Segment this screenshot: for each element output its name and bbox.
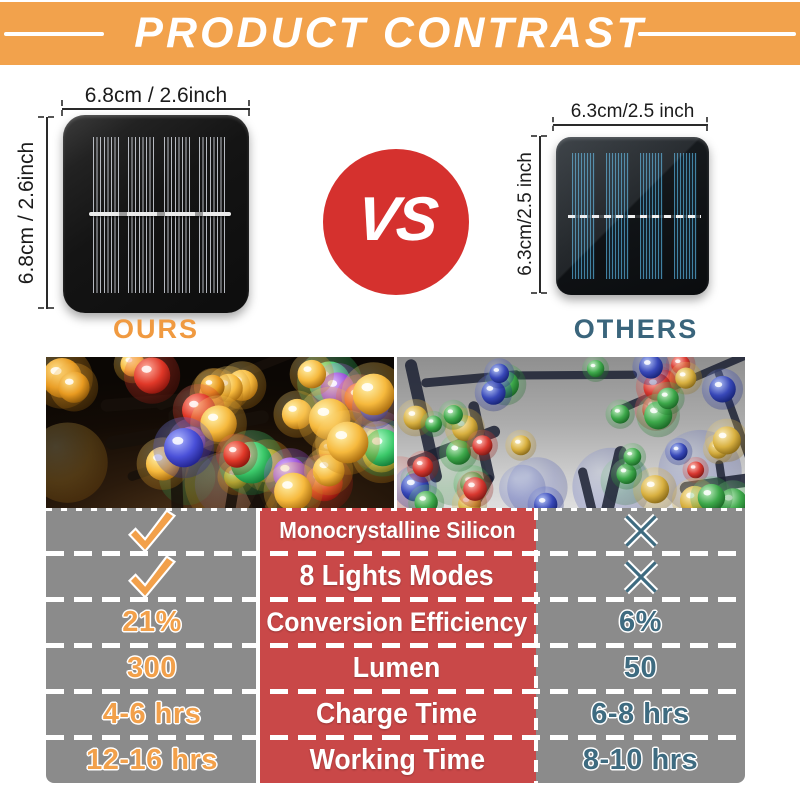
table-cell-ours: 12-16 hrs — [46, 737, 258, 783]
others-height-dimension-line — [539, 136, 541, 293]
others-string-lights-photo — [397, 357, 745, 508]
table-cell-others — [536, 553, 745, 600]
vs-badge: VS — [323, 149, 469, 295]
feature-label: Lumen — [353, 651, 441, 684]
table-cell-others: 6% — [536, 599, 745, 646]
table-cell-feature: Lumen — [258, 645, 536, 692]
banner-rule-left — [4, 32, 104, 36]
table-cell-others: 8-10 hrs — [536, 737, 745, 783]
dimension-tick — [61, 100, 63, 116]
table-cell-ours: 300 — [46, 645, 258, 692]
ours-value: 4-6 hrs — [102, 697, 202, 730]
table-cell-others: 50 — [536, 645, 745, 692]
panel-reflection — [556, 137, 709, 295]
page-title: PRODUCT CONTRAST — [134, 9, 646, 57]
table-cell-others — [536, 508, 745, 554]
ours-solar-panel-illustration — [63, 115, 249, 313]
cross-icon — [623, 513, 658, 549]
vs-label: VS — [353, 184, 440, 254]
ours-height-dimension-label: 6.8cm / 2.6inch — [15, 141, 38, 285]
banner-rule-right — [638, 32, 796, 36]
others-lights-artwork — [397, 357, 745, 508]
cross-icon — [623, 559, 658, 594]
header-banner: PRODUCT CONTRAST — [0, 2, 800, 65]
dimension-tick — [248, 100, 250, 116]
others-value: 6% — [619, 606, 662, 639]
ours-string-lights-photo — [46, 357, 394, 508]
others-width-dimension-label: 6.3cm/2.5 inch — [570, 101, 695, 122]
others-label: OTHERS — [573, 314, 699, 344]
feature-label: Charge Time — [316, 697, 478, 730]
table-cell-others: 6-8 hrs — [536, 691, 745, 738]
ours-lights-artwork — [46, 357, 394, 508]
feature-label: Monocrystalline Silicon — [278, 517, 516, 544]
feature-label: Working Time — [309, 743, 485, 776]
others-value: 8-10 hrs — [582, 743, 699, 776]
ours-height-dimension-line — [46, 117, 48, 309]
solar-busbar — [568, 214, 701, 218]
table-cell-ours: 21% — [46, 599, 258, 646]
solar-busbar — [89, 212, 231, 216]
feature-label: Conversion Efficiency — [266, 607, 528, 638]
others-value: 6-8 hrs — [591, 697, 690, 730]
others-width-dimension-line — [553, 124, 708, 126]
dimension-tick — [531, 135, 547, 137]
table-cell-feature: Monocrystalline Silicon — [258, 508, 536, 554]
table-cell-feature: Charge Time — [258, 691, 536, 738]
table-cell-feature: Conversion Efficiency — [258, 599, 536, 646]
ours-width-dimension-label: 6.8cm / 2.6inch — [84, 84, 228, 107]
ours-label: OURS — [112, 314, 199, 344]
table-cell-feature: 8 Lights Modes — [258, 553, 536, 600]
dimension-tick — [38, 116, 54, 118]
ours-value: 12-16 hrs — [86, 743, 218, 776]
others-value: 50 — [623, 651, 658, 684]
dimension-tick — [706, 117, 708, 131]
check-icon — [127, 555, 177, 600]
ours-value: 21% — [122, 606, 182, 639]
table-cell-feature: Working Time — [258, 737, 536, 783]
table-cell-ours — [46, 553, 258, 600]
others-solar-panel-illustration — [556, 137, 709, 295]
table-cell-ours — [46, 508, 258, 554]
feature-label: 8 Lights Modes — [299, 560, 495, 593]
others-height-dimension-label: 6.3cm/2.5 inch — [515, 152, 536, 276]
check-icon — [127, 509, 177, 554]
dimension-tick — [531, 292, 547, 294]
dimension-tick — [552, 117, 554, 131]
comparison-table: Monocrystalline Silicon 8 Lights Modes 2… — [46, 508, 745, 783]
dimension-tick — [38, 307, 54, 309]
table-cell-ours: 4-6 hrs — [46, 691, 258, 738]
ours-width-dimension-line — [62, 108, 250, 110]
ours-value: 300 — [127, 651, 177, 684]
